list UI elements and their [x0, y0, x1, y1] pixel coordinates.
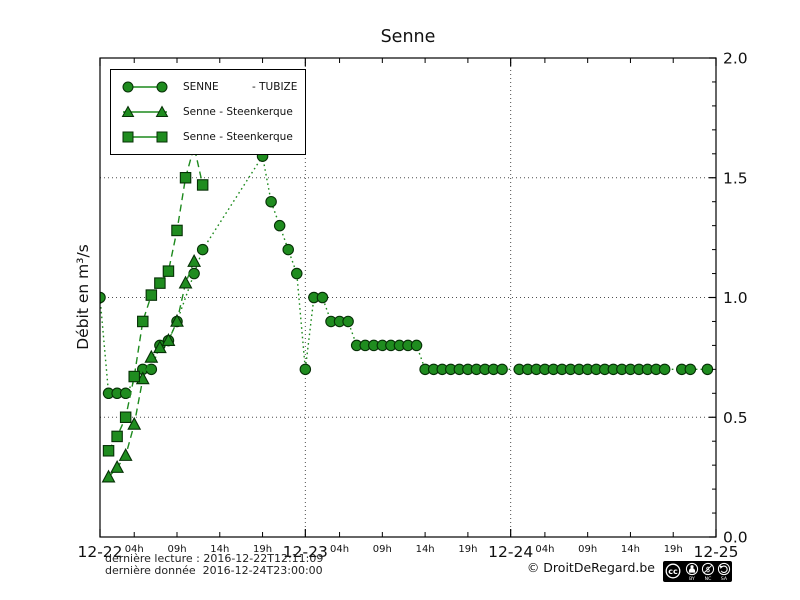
- data-point-circle: [684, 363, 697, 376]
- x-hour-label: 19h: [458, 544, 477, 555]
- data-point-triangle: [178, 275, 193, 289]
- data-point-circle: [658, 363, 671, 376]
- y-tick-label: 2.0: [723, 50, 748, 68]
- cc-license-badge: cc $ BY NC SA: [663, 561, 732, 582]
- last-data-text: dernière donnée 2016-12-24T23:00:00: [105, 564, 323, 577]
- chart-title: Senne: [380, 27, 436, 47]
- data-point-circle: [342, 315, 354, 328]
- x-hour-label: 04h: [330, 544, 349, 555]
- data-point-square: [171, 224, 183, 237]
- legend-label-steenkerque-1: Senne - Steenkerque: [183, 105, 293, 118]
- y-tick-label: 1.0: [723, 289, 748, 307]
- y-tick-label: 0.5: [723, 409, 748, 427]
- data-point-circle: [316, 291, 329, 304]
- x-hour-label: 19h: [664, 544, 683, 555]
- data-point-circle: [299, 363, 312, 376]
- circle-line-icon: [122, 81, 168, 93]
- data-point-square: [137, 315, 149, 328]
- x-hour-label: 04h: [535, 544, 554, 555]
- data-point-circle: [273, 219, 286, 232]
- series-group: [100, 140, 714, 483]
- legend-label-steenkerque-2: Senne - Steenkerque: [183, 130, 293, 143]
- last-reading-text: dernière lecture : 2016-12-22T12:11:09: [105, 552, 324, 565]
- data-point-triangle: [161, 333, 176, 346]
- data-point-square: [102, 445, 115, 457]
- data-point-triangle: [144, 349, 159, 363]
- data-point-circle: [265, 195, 277, 208]
- x-hour-label: 09h: [578, 544, 597, 555]
- cc-nc-label: NC: [705, 576, 712, 582]
- data-point-square: [154, 277, 166, 289]
- cc-sa-icon: [717, 562, 731, 576]
- y-tick-label: 1.5: [723, 169, 748, 187]
- x-hour-label: 09h: [373, 544, 392, 555]
- data-point-square: [111, 430, 123, 443]
- x-hour-label: 04h: [125, 544, 144, 555]
- cc-by-icon: [685, 562, 699, 576]
- x-day-label: 12-24: [488, 543, 533, 561]
- data-point-triangle: [187, 254, 202, 267]
- cc-by-label: BY: [689, 576, 695, 582]
- legend-entry-steenkerque-1: Senne - Steenkerque: [119, 105, 305, 119]
- data-point-triangle: [118, 448, 133, 461]
- data-point-square: [179, 172, 192, 184]
- data-point-circle: [291, 267, 303, 280]
- legend: SENNE - TUBIZE Senne - Steenkerque Senne…: [110, 69, 306, 155]
- svg-text:cc: cc: [668, 567, 678, 576]
- x-day-label: 12-22: [77, 543, 122, 561]
- cc-nc-icon: $: [701, 562, 715, 576]
- data-point-triangle: [152, 340, 167, 354]
- data-point-circle: [496, 363, 508, 376]
- data-point-square: [128, 370, 140, 383]
- cc-sa-label: SA: [721, 576, 728, 582]
- data-point-triangle: [110, 459, 125, 473]
- data-point-square: [145, 289, 158, 301]
- data-point-triangle: [101, 469, 116, 483]
- copyright-text: © DroitDeRegard.be: [526, 560, 655, 575]
- x-hour-label: 19h: [253, 544, 272, 555]
- x-hour-label: 14h: [210, 544, 229, 555]
- x-hour-label: 14h: [416, 544, 435, 555]
- triangle-line-icon: [121, 105, 169, 117]
- data-point-circle: [196, 243, 209, 256]
- data-point-circle: [282, 243, 294, 256]
- data-point-square: [162, 265, 175, 277]
- data-point-square: [196, 179, 209, 191]
- data-point-triangle: [170, 313, 184, 327]
- data-point-circle: [410, 339, 423, 352]
- legend-entry-tubize: SENNE - TUBIZE: [119, 80, 305, 94]
- x-day-label: 12-25: [693, 543, 738, 561]
- cc-logo-icon: cc: [665, 563, 681, 579]
- data-point-square: [119, 411, 132, 423]
- data-point-circle: [701, 363, 714, 376]
- x-hour-label: 14h: [621, 544, 640, 555]
- y-tick-label: 0.0: [723, 529, 748, 547]
- data-point-triangle: [127, 416, 142, 430]
- legend-label-tubize: SENNE - TUBIZE: [183, 81, 298, 94]
- legend-entry-steenkerque-2: Senne - Steenkerque: [119, 130, 305, 144]
- x-day-label: 12-23: [283, 543, 328, 561]
- x-hour-label: 09h: [167, 544, 186, 555]
- data-point-circle: [188, 267, 200, 280]
- square-line-icon: [122, 131, 168, 143]
